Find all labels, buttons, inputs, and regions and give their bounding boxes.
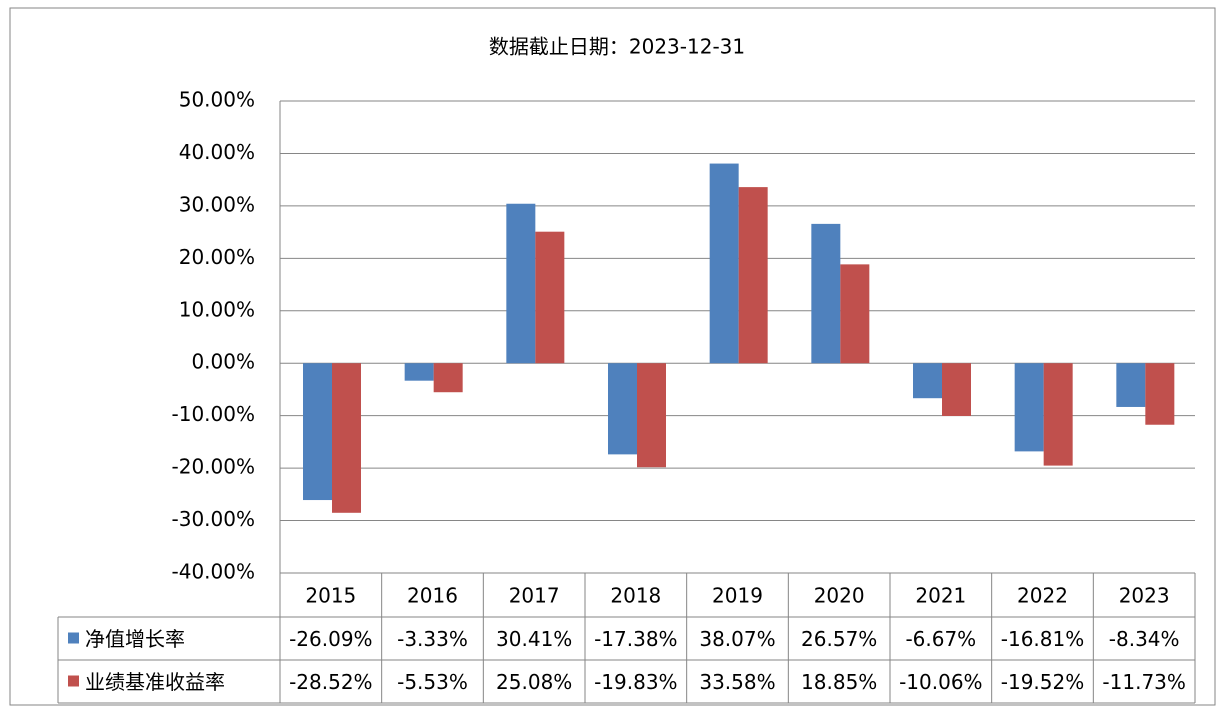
y-tick-label: -30.00% xyxy=(172,507,255,531)
bar xyxy=(433,363,463,393)
x-tick-label: 2023 xyxy=(1119,584,1170,608)
x-tick-label: 2016 xyxy=(407,584,458,608)
table-cell: 30.41% xyxy=(496,627,572,651)
bar xyxy=(332,363,361,513)
y-tick-label: -10.00% xyxy=(172,402,255,426)
x-tick-label: 2021 xyxy=(915,584,966,608)
bar xyxy=(709,163,739,364)
legend-swatch xyxy=(68,632,79,644)
x-tick-label: 2022 xyxy=(1017,584,1068,608)
bar xyxy=(1043,363,1073,466)
chart-border xyxy=(9,7,1216,706)
x-tick-label: 2020 xyxy=(814,584,865,608)
legend-label: 净值增长率 xyxy=(85,627,185,651)
bar xyxy=(840,264,870,364)
bar xyxy=(942,363,971,416)
bar xyxy=(303,363,332,501)
bar xyxy=(535,231,565,364)
bar xyxy=(1145,363,1175,425)
y-tick-label: 50.00% xyxy=(179,88,255,112)
x-tick-label: 2017 xyxy=(509,584,560,608)
legend-swatch xyxy=(68,675,79,687)
table-cell: -26.09% xyxy=(289,627,372,651)
y-tick-label: 30.00% xyxy=(179,192,255,216)
table-cell: -19.52% xyxy=(1001,670,1084,694)
bar xyxy=(404,363,434,381)
table-cell: -10.06% xyxy=(899,670,982,694)
bar xyxy=(1116,363,1146,407)
bar xyxy=(637,363,666,468)
table-cell: -5.53% xyxy=(397,670,468,694)
table-cell: -16.81% xyxy=(1001,627,1084,651)
table-cell: -6.67% xyxy=(905,627,976,651)
bar xyxy=(1014,363,1044,452)
table-cell: 18.85% xyxy=(801,670,877,694)
table-cell: -17.38% xyxy=(594,627,677,651)
table-cell: -8.34% xyxy=(1109,627,1180,651)
bar xyxy=(738,187,768,364)
table-cell: 33.58% xyxy=(699,670,775,694)
bar xyxy=(913,363,942,399)
table-cell: -19.83% xyxy=(594,670,677,694)
chart-title: 数据截止日期：2023-12-31 xyxy=(489,35,745,59)
x-tick-label: 2018 xyxy=(610,584,661,608)
table-cell: 25.08% xyxy=(496,670,572,694)
y-tick-label: 20.00% xyxy=(179,245,255,269)
table-cell: 26.57% xyxy=(801,627,877,651)
y-tick-label: 0.00% xyxy=(191,350,255,374)
bar xyxy=(506,203,536,364)
table-cell: 38.07% xyxy=(699,627,775,651)
y-tick-label: -20.00% xyxy=(172,455,255,479)
y-tick-label: -40.00% xyxy=(172,560,255,584)
y-tick-label: 40.00% xyxy=(179,140,255,164)
table-cell: -28.52% xyxy=(289,670,372,694)
x-tick-label: 2015 xyxy=(305,584,356,608)
table-cell: -3.33% xyxy=(397,627,468,651)
table-cell: -11.73% xyxy=(1102,670,1185,694)
y-tick-label: 10.00% xyxy=(179,297,255,321)
bar xyxy=(608,363,637,455)
bar xyxy=(811,223,841,364)
x-tick-label: 2019 xyxy=(712,584,763,608)
legend-label: 业绩基准收益率 xyxy=(85,670,225,694)
